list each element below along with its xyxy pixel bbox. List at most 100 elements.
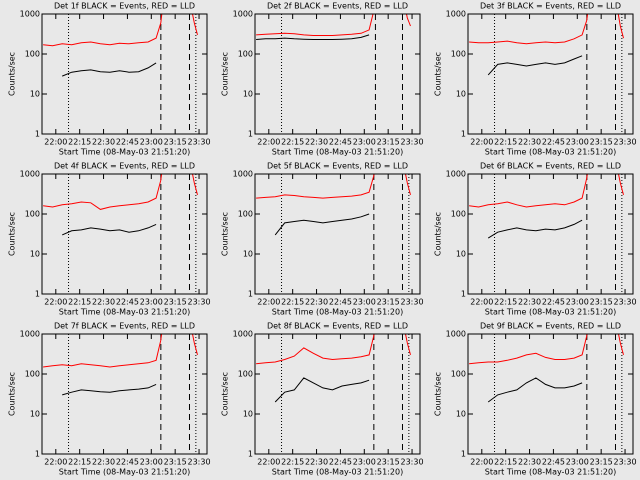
plot [469,14,624,134]
y-axis-label: Counts/sec [434,372,443,416]
plot-frame [41,173,208,295]
panel: Det 5f BLACK = Events, RED = LLD Start Ti… [221,162,424,317]
y-axis-label: Counts/sec [434,212,443,256]
panel: Det 8f BLACK = Events, RED = LLD Start Ti… [221,322,424,477]
x-tick-label: 22:45 [542,138,565,147]
plot [43,14,198,134]
x-tick-label: 23:30 [401,458,424,467]
plot-frame [41,333,208,455]
x-axis-label: Start Time (08-May-03 21:51:20) [272,308,403,317]
x-tick-label: 23:00 [140,458,163,467]
x-tick-label: 23:30 [401,298,424,307]
panel-title: Det 4f BLACK = Events, RED = LLD [54,162,195,171]
y-tick-label: 100 [25,370,40,379]
series-line [256,174,411,199]
x-tick-label: 23:30 [188,298,211,307]
x-tick-label: 22:45 [116,298,139,307]
x-tick-label: 23:00 [140,298,163,307]
plot [469,334,624,454]
x-tick-label: 22:00 [470,138,493,147]
y-axis-label: Counts/sec [221,372,230,416]
x-tick-label: 23:00 [140,138,163,147]
x-tick-label: 22:45 [116,138,139,147]
x-tick-label: 22:15 [281,138,304,147]
series-line [487,219,583,239]
x-axis-label: Start Time (08-May-03 21:51:20) [485,308,616,317]
x-tick-label: 23:15 [590,138,613,147]
x-tick-label: 23:15 [377,298,400,307]
panel-title: Det 1f BLACK = Events, RED = LLD [54,2,195,11]
x-tick-label: 22:15 [494,138,517,147]
x-axis-label: Start Time (08-May-03 21:51:20) [272,468,403,477]
plot-frame [467,333,634,455]
x-tick-label: 23:00 [566,138,589,147]
x-tick-label: 22:00 [257,458,280,467]
panel-title: Det 5f BLACK = Events, RED = LLD [267,162,408,171]
y-tick-label: 1 [248,130,253,139]
y-axis-label: Counts/sec [221,52,230,96]
series-line [469,334,624,365]
y-tick-label: 1 [248,290,253,299]
series-line [62,223,157,236]
x-tick-label: 23:15 [164,458,187,467]
y-axis-label: Counts/sec [8,212,17,256]
y-tick-label: 1000 [20,10,40,19]
panel-title: Det 6f BLACK = Events, RED = LLD [480,162,621,171]
y-tick-label: 1000 [233,170,253,179]
x-tick-label: 23:15 [590,458,613,467]
x-tick-label: 22:30 [305,138,328,147]
x-tick-label: 22:45 [329,298,352,307]
x-axis-label: Start Time (08-May-03 21:51:20) [59,468,190,477]
y-tick-label: 10 [243,90,253,99]
x-tick-label: 22:30 [518,138,541,147]
x-tick-label: 22:30 [92,298,115,307]
x-tick-label: 22:45 [116,458,139,467]
y-tick-label: 10 [456,410,466,419]
x-tick-label: 22:15 [494,298,517,307]
panel-title: Det 8f BLACK = Events, RED = LLD [267,322,408,331]
plot [256,334,411,454]
y-tick-label: 1 [248,450,253,459]
series-line [62,62,157,77]
x-tick-label: 22:00 [44,298,67,307]
series-line [256,34,370,40]
y-tick-label: 100 [238,210,253,219]
y-tick-label: 1000 [446,170,466,179]
plot-frame [467,173,634,295]
y-tick-label: 10 [30,410,40,419]
x-tick-label: 22:45 [542,458,565,467]
x-tick-label: 22:30 [305,298,328,307]
plot-frame [41,13,208,135]
panel: Det 1f BLACK = Events, RED = LLD Start Ti… [8,2,211,157]
panel: Det 2f BLACK = Events, RED = LLD Start Ti… [221,2,424,157]
y-tick-label: 10 [30,90,40,99]
series-line [43,334,198,368]
x-tick-label: 22:15 [281,298,304,307]
y-axis-label: Counts/sec [8,372,17,416]
y-tick-label: 1 [35,290,40,299]
series-line [487,377,583,403]
x-tick-label: 23:15 [164,138,187,147]
y-tick-label: 10 [30,250,40,259]
x-tick-label: 22:15 [68,138,91,147]
plot [469,174,624,294]
x-tick-label: 22:45 [329,138,352,147]
plot [43,334,198,454]
y-tick-label: 1 [35,450,40,459]
x-tick-label: 23:30 [614,458,637,467]
x-tick-label: 23:00 [566,458,589,467]
x-tick-label: 22:00 [44,138,67,147]
x-tick-label: 22:30 [92,458,115,467]
plot-frame [467,13,634,135]
x-tick-label: 23:15 [164,298,187,307]
x-tick-label: 22:00 [470,458,493,467]
panel: Det 3f BLACK = Events, RED = LLD Start Ti… [434,2,637,157]
x-tick-label: 22:15 [281,458,304,467]
y-tick-label: 10 [243,410,253,419]
x-tick-label: 22:15 [494,458,517,467]
y-tick-label: 1 [461,290,466,299]
x-tick-label: 23:00 [353,138,376,147]
plot-frame [254,173,421,295]
x-tick-label: 22:30 [92,138,115,147]
x-tick-label: 23:30 [188,138,211,147]
